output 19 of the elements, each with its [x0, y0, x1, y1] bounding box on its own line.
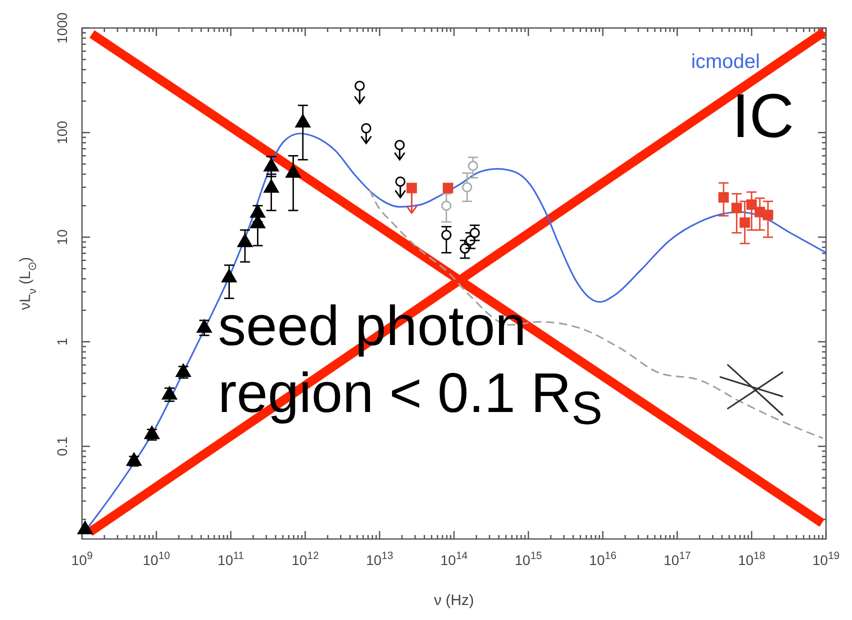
x-tick-label: 10$^{10}$ — [142, 550, 170, 568]
x-tick-label: 10$^{15}$ — [514, 550, 542, 568]
x-tick-label: 10$^{14}$ — [440, 550, 468, 568]
x-tick-label: 10$^{12}$ — [292, 550, 319, 568]
y-tick-label: 0.1 — [54, 436, 70, 456]
annotation: IC — [732, 81, 795, 153]
x-tick-label: 10$^{9}$ — [71, 550, 93, 568]
x-tick-label: 10$^{17}$ — [664, 550, 691, 568]
y-tick-label: 100 — [54, 120, 70, 144]
x-tick-label: 10$^{13}$ — [366, 550, 394, 568]
y-tick-label: 10 — [54, 229, 70, 245]
x-tick-label: 10$^{18}$ — [738, 550, 766, 568]
x-axis-title: ν (Hz) — [434, 592, 474, 609]
x-tick-label: 10$^{16}$ — [589, 550, 617, 568]
x-tick-label: 10$^{11}$ — [218, 550, 244, 568]
x-tick-label: 10$^{19}$ — [812, 550, 840, 568]
text: icmodel — [691, 51, 760, 73]
y-tick-label: 1000 — [54, 12, 70, 44]
y-tick-label: 1 — [54, 338, 70, 346]
